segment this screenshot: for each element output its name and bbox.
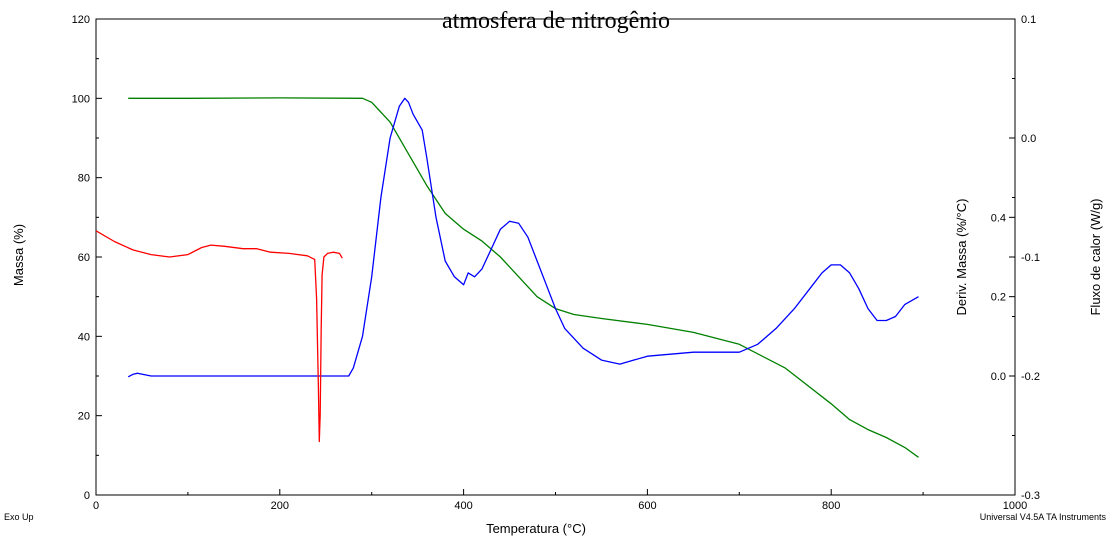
plot-frame [95, 18, 1016, 496]
heat-axis-title: Fluxo de calor (W/g) [1088, 198, 1103, 315]
left-tick-label: 80 [78, 173, 90, 185]
left-tick-label: 60 [78, 252, 90, 264]
exo-up-note: Exo Up [4, 512, 34, 522]
software-note: Universal V4.5A TA Instruments [980, 512, 1107, 522]
left-axis: 0 20 40 60 80 100 120 [72, 14, 102, 502]
left-axis-title: Massa (%) [11, 224, 26, 286]
deriv-axis-title: Deriv. Massa (%/°C) [954, 199, 969, 316]
series-group [95, 97, 919, 458]
heat-tick-label: -0.2 [1021, 371, 1040, 383]
left-tick-label: 20 [78, 411, 90, 423]
x-tick-label: 800 [822, 500, 840, 512]
x-tick-label: 0 [93, 500, 99, 512]
left-tick-label: 0 [84, 490, 90, 502]
deriv-tick-label: 0.2 [991, 292, 1006, 304]
left-tick-label: 100 [72, 93, 90, 105]
x-axis-title: Temperatura (°C) [486, 521, 586, 536]
chart-title: atmosfera de nitrogênio [442, 8, 670, 34]
mass-curve [128, 97, 919, 458]
deriv-tick-label: 0.0 [991, 371, 1006, 383]
deriv-mass-curve [127, 97, 919, 378]
left-tick-label: 120 [72, 14, 90, 26]
deriv-axis: 0.0 0.2 0.4 [991, 212, 1015, 383]
left-tick-label: 40 [78, 331, 90, 343]
x-tick-label: 600 [638, 500, 656, 512]
x-axis: 0 200 400 600 800 1000 [93, 489, 1027, 512]
heat-tick-label: -0.1 [1021, 252, 1040, 264]
heat-tick-label: 0.0 [1021, 133, 1036, 145]
heat-tick-label: 0.1 [1021, 14, 1036, 26]
x-tick-label: 1000 [1003, 500, 1027, 512]
deriv-tick-label: 0.4 [991, 212, 1006, 224]
heat-flow-curve [95, 230, 343, 443]
heat-axis: -0.3 -0.2 -0.1 0.0 0.1 [1009, 14, 1040, 502]
x-tick-label: 400 [454, 500, 472, 512]
heat-tick-label: -0.3 [1021, 490, 1040, 502]
x-tick-label: 200 [271, 500, 289, 512]
